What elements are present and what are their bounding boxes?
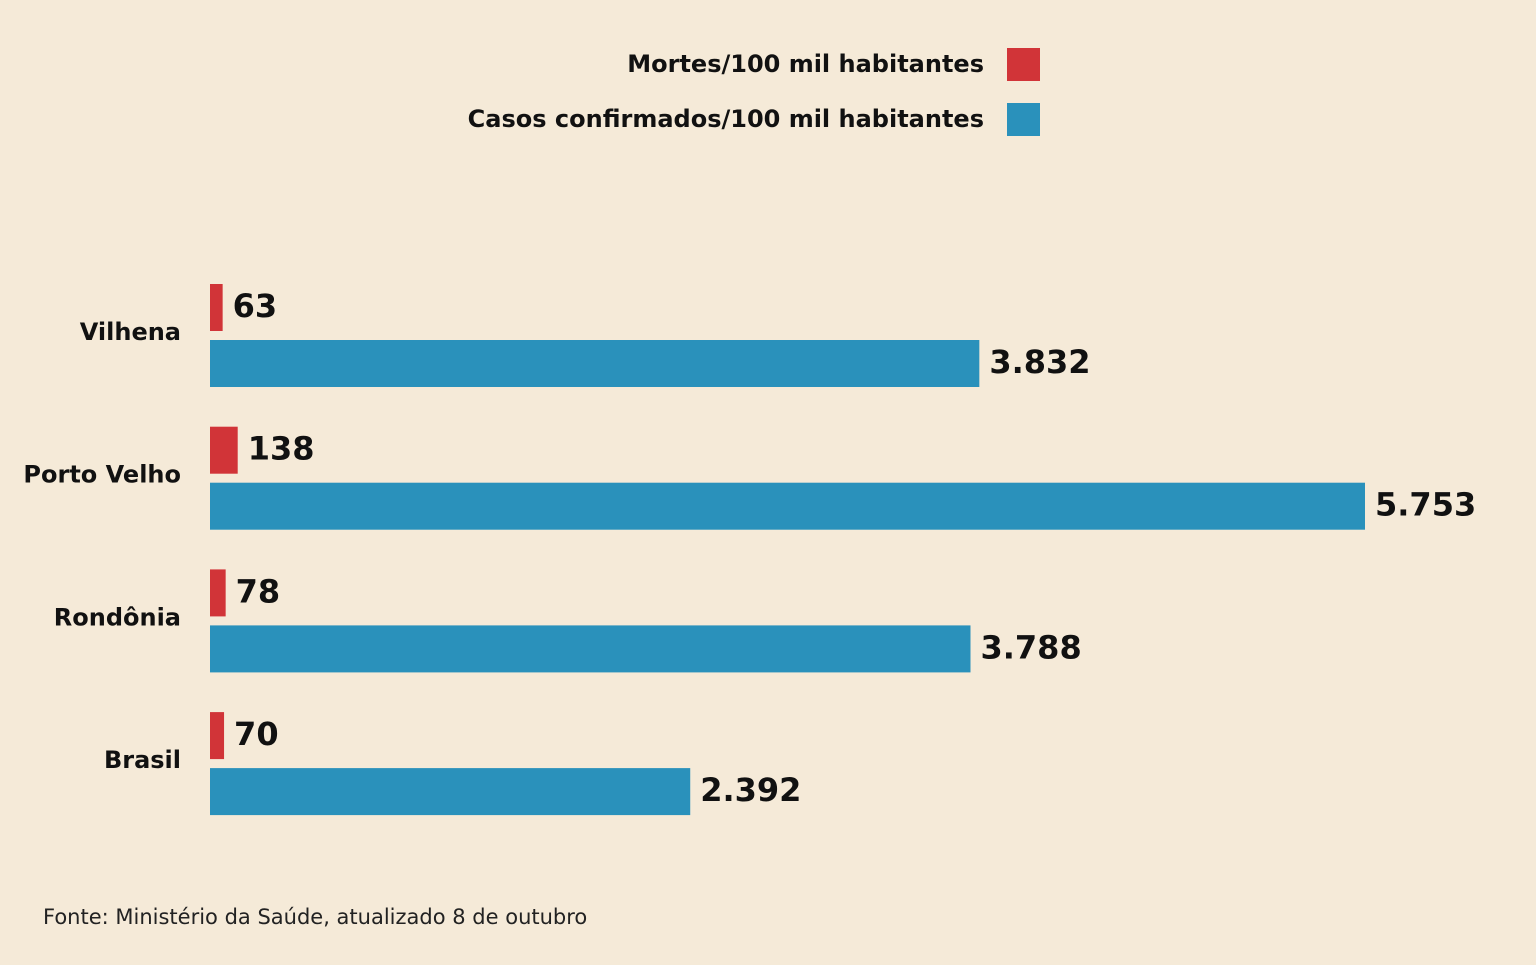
bar: [210, 426, 238, 474]
value-label: 3.788: [980, 628, 1081, 666]
category-label: Vilhena: [80, 318, 181, 346]
bar: [210, 768, 691, 816]
legend-label: Casos confirmados/100 mil habitantes: [468, 105, 984, 133]
category-label: Rondônia: [54, 603, 181, 631]
value-label: 138: [248, 430, 315, 468]
value-label: 2.392: [700, 771, 801, 809]
bar: [210, 625, 971, 673]
bar: [210, 340, 980, 387]
value-label: 5.753: [1375, 486, 1476, 524]
source-note: Fonte: Ministério da Saúde, atualizado 8…: [43, 905, 587, 929]
legend-swatch: [1007, 103, 1040, 136]
value-label: 3.832: [989, 343, 1090, 381]
category-label: Brasil: [104, 746, 181, 774]
bar: [210, 712, 225, 760]
legend-swatch: [1007, 48, 1040, 81]
legend-label: Mortes/100 mil habitantes: [627, 50, 984, 78]
value-label: 78: [236, 572, 281, 610]
bar: [210, 482, 1365, 530]
bar: [210, 569, 226, 617]
bar: [210, 284, 223, 331]
category-label: Porto Velho: [23, 461, 181, 489]
value-label: 63: [233, 287, 278, 325]
value-label: 70: [234, 715, 279, 753]
